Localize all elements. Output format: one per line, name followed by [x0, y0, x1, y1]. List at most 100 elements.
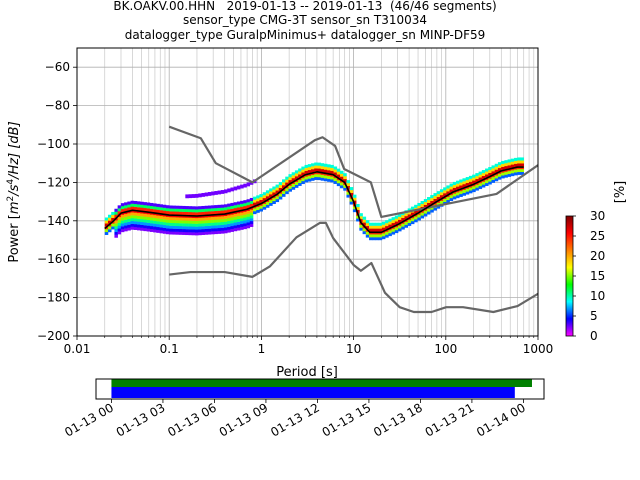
psd-density-cell	[462, 189, 467, 193]
psd-density-cell	[520, 160, 525, 164]
psd-density-cell	[298, 179, 302, 184]
psd-density-cell	[333, 180, 338, 184]
psd-density-cell	[172, 228, 176, 232]
psd-density-cell	[240, 206, 244, 210]
psd-density-cell	[517, 168, 521, 173]
psd-density-cell	[485, 168, 489, 172]
psd-density-cell	[497, 167, 502, 172]
psd-density-cell	[185, 226, 189, 230]
psd-density-cell	[375, 225, 379, 229]
psd-density-cell	[249, 212, 254, 216]
psd-density-cell	[214, 219, 218, 223]
psd-density-cell	[291, 172, 296, 176]
psd-density-cell	[185, 208, 189, 213]
psd-density-cell	[175, 225, 180, 229]
psd-density-cell	[323, 178, 328, 182]
psd-density-cell	[207, 211, 212, 215]
time-tick-label: 01-14 00	[474, 400, 528, 439]
psd-density-cell	[217, 225, 222, 229]
psd-density-cell	[485, 171, 489, 175]
psd-density-cell	[143, 222, 147, 226]
psd-density-cell	[404, 221, 408, 225]
psd-density-cell	[175, 211, 180, 215]
psd-density-cell	[156, 209, 160, 213]
psd-density-cell	[114, 226, 118, 230]
psd-density-cell	[143, 225, 147, 229]
psd-density-cell	[365, 231, 370, 235]
psd-density-cell	[481, 175, 486, 179]
psd-density-cell	[114, 208, 118, 212]
psd-density-cell	[349, 189, 354, 194]
psd-density-cell	[220, 221, 225, 226]
psd-density-cell	[452, 187, 457, 191]
psd-density-cell	[414, 219, 418, 223]
psd-density-cell	[307, 178, 312, 182]
psd-density-cell	[230, 223, 234, 227]
psd-density-cell	[233, 219, 238, 223]
y-tick-label: −80	[45, 99, 70, 113]
psd-density-cell	[214, 225, 218, 229]
psd-density-cell	[104, 217, 109, 221]
psd-density-cell	[185, 229, 189, 233]
psd-density-cell	[191, 226, 196, 230]
psd-density-cell	[194, 232, 199, 236]
psd-density-cell	[220, 210, 225, 214]
plot-frame	[76, 47, 539, 337]
psd-density-cell	[175, 208, 180, 212]
psd-density-cell	[236, 185, 241, 190]
time-tick-label: 01-13 06	[165, 400, 219, 439]
psd-density-cell	[204, 231, 209, 235]
psd-density-cell	[504, 171, 508, 175]
psd-density-cell	[362, 228, 367, 232]
psd-density-cell	[401, 217, 405, 221]
psd-density-cell	[285, 179, 289, 183]
psd-density-cell	[423, 210, 428, 214]
psd-density-cell	[246, 205, 251, 209]
psd-density-cell	[172, 220, 176, 224]
psd-density-cell	[136, 201, 141, 205]
psd-density-cell	[288, 185, 292, 189]
psd-density-cell	[211, 216, 215, 220]
psd-density-cell	[272, 198, 276, 202]
psd-density-cell	[233, 228, 238, 232]
psd-density-cell	[356, 209, 360, 213]
psd-density-cell	[394, 215, 399, 219]
psd-density-cell	[117, 225, 122, 229]
psd-density-cell	[278, 196, 283, 200]
psd-density-cell	[352, 200, 357, 204]
psd-density-cell	[427, 211, 431, 215]
psd-density-cell	[304, 179, 309, 183]
psd-density-cell	[472, 186, 476, 190]
psd-density-cell	[211, 228, 215, 232]
psd-density-cell	[124, 228, 128, 232]
psd-density-cell	[194, 209, 199, 213]
psd-density-cell	[388, 230, 392, 234]
psd-density-cell	[459, 193, 463, 197]
psd-density-cell	[111, 226, 115, 230]
psd-density-cell	[198, 229, 202, 233]
psd-density-cell	[462, 184, 467, 188]
psd-density-cell	[346, 194, 350, 198]
psd-density-cell	[391, 231, 396, 235]
psd-density-cell	[249, 200, 254, 204]
psd-density-cell	[327, 167, 331, 171]
psd-density-cell	[204, 228, 209, 232]
psd-density-cell	[230, 214, 234, 218]
psd-density-cell	[204, 211, 209, 215]
psd-density-cell	[369, 234, 373, 238]
psd-density-cell	[301, 178, 305, 182]
psd-density-cell	[294, 184, 299, 188]
psd-density-cell	[230, 220, 234, 224]
psd-density-cell	[236, 201, 241, 205]
psd-density-cell	[124, 225, 128, 229]
psd-density-cell	[240, 220, 244, 225]
psd-density-cell	[146, 208, 151, 212]
psd-density-cell	[449, 183, 454, 187]
psd-density-cell	[159, 224, 164, 228]
psd-density-cell	[375, 228, 379, 232]
psd-density-cell	[336, 183, 341, 187]
psd-density-cell	[182, 220, 186, 224]
psd-density-cell	[156, 206, 160, 210]
psd-density-cell	[404, 216, 408, 220]
psd-density-cell	[124, 219, 128, 223]
